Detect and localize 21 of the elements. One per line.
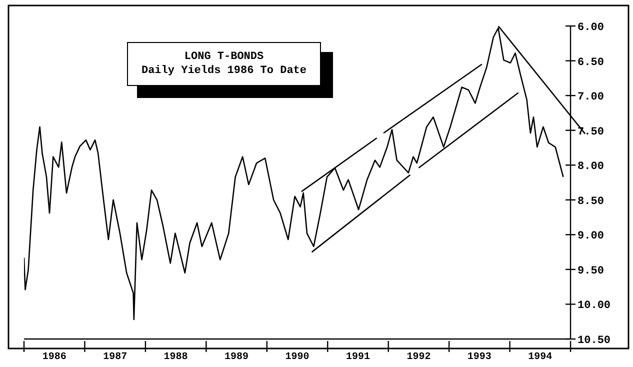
y-tick-label: 8.00 [578,161,604,174]
x-tick-label: 1986 [42,352,66,363]
y-tick-label: 9.00 [578,230,604,243]
y-tick-label: 7.00 [578,92,604,104]
text: Daily Yields 1986 To Date [140,64,308,78]
y-tick-label: 10.00 [578,300,611,312]
text: LONG T-BONDS [183,50,265,64]
x-tick-label: 1988 [164,352,188,363]
y-tick-label: 10.50 [578,335,611,347]
y-tick-label: 6.00 [578,22,604,34]
x-tick-label: 1990 [285,352,310,363]
y-tick-label: 8.50 [578,196,604,208]
y-tick-label: 6.50 [578,56,604,69]
x-tick-label: 1992 [406,352,431,363]
x-tick-label: 1994 [528,352,552,363]
x-tick-label: 1987 [103,352,128,363]
x-tick-label: 1991 [346,352,370,363]
y-tick-label: 9.50 [578,265,604,278]
x-tick-label: 1993 [467,352,492,363]
y-tick-label: 7.50 [578,126,604,138]
x-tick-label: 1989 [224,352,249,363]
